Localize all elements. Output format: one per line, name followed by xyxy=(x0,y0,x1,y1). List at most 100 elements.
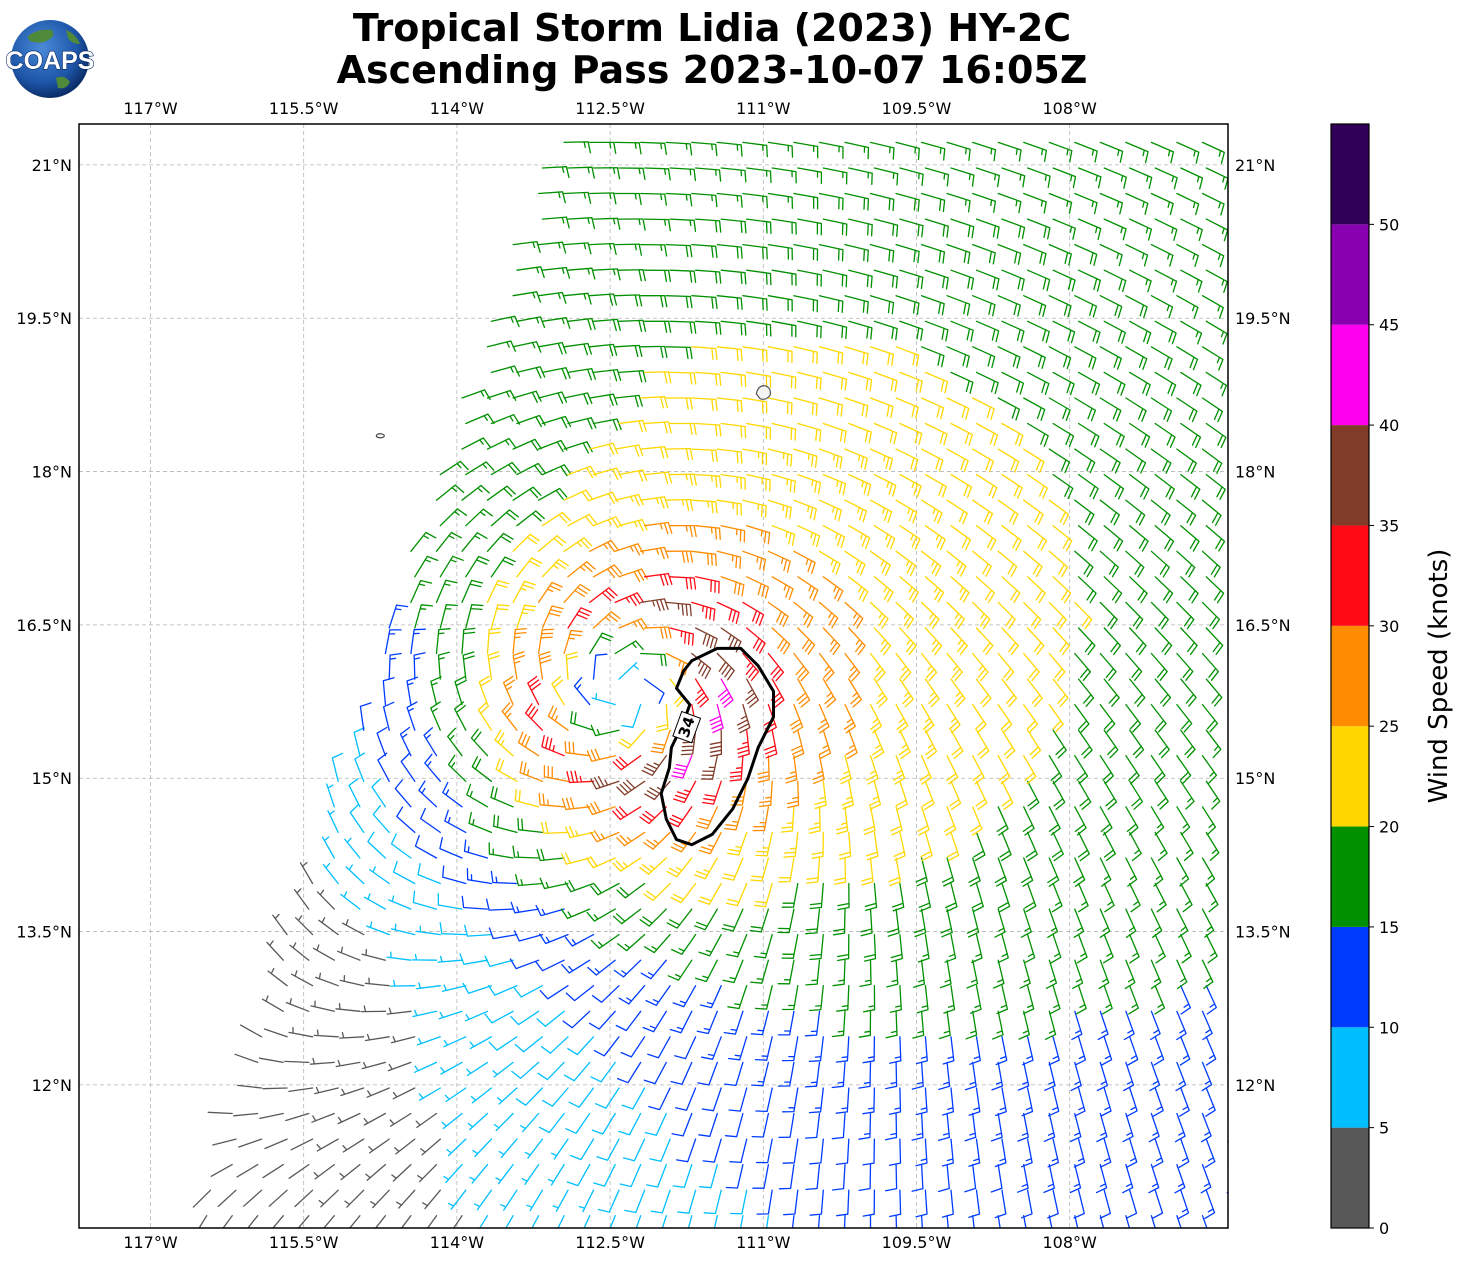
wind-barb xyxy=(822,678,837,708)
wind-barb xyxy=(889,1189,902,1218)
wind-barb xyxy=(1048,755,1063,785)
wind-barb xyxy=(1026,371,1050,395)
wind-barb xyxy=(1023,295,1047,318)
wind-barb xyxy=(565,651,579,680)
wind-barb xyxy=(797,627,816,655)
wind-barb xyxy=(1125,397,1147,422)
wind-barb xyxy=(1178,1138,1190,1168)
wind-barb xyxy=(942,1087,955,1116)
wind-barb xyxy=(667,806,693,828)
wind-barb xyxy=(547,1163,565,1186)
wind-barb xyxy=(720,576,745,597)
wind-barb xyxy=(924,371,949,394)
wind-barb xyxy=(720,167,747,183)
wind-barb xyxy=(767,141,794,158)
wind-barb xyxy=(1125,601,1144,630)
wind-barb xyxy=(742,550,767,572)
wind-barb xyxy=(831,1163,846,1191)
wind-barb xyxy=(746,576,770,599)
wind-barb xyxy=(893,755,906,785)
wind-barb xyxy=(669,1010,693,1034)
colorbar-segment xyxy=(1331,324,1369,426)
wind-barb xyxy=(1201,141,1225,164)
wind-barb xyxy=(805,959,821,986)
wind-barb xyxy=(793,192,819,210)
wind-barb xyxy=(564,880,595,893)
wind-barb xyxy=(1074,1036,1087,1066)
wind-barb xyxy=(895,703,909,734)
wind-barb xyxy=(639,857,667,875)
wind-barb xyxy=(198,1215,208,1228)
wind-barb xyxy=(512,627,528,655)
wind-barb xyxy=(1026,576,1046,604)
wind-barb xyxy=(474,1189,493,1211)
wind-barb xyxy=(1103,729,1119,759)
wind-barb xyxy=(746,167,772,183)
wind-barb xyxy=(1227,806,1228,808)
wind-barb xyxy=(915,857,928,887)
wind-barb xyxy=(1052,729,1067,759)
wind-barb xyxy=(1205,780,1221,810)
wind-barb xyxy=(886,959,899,988)
wind-barb xyxy=(1026,525,1048,552)
wind-barb xyxy=(422,1189,441,1210)
wind-barb xyxy=(946,192,971,213)
wind-barb xyxy=(862,1087,876,1115)
wind-barb xyxy=(831,1010,846,1038)
wind-barb xyxy=(1153,1036,1165,1066)
wind-barb xyxy=(487,651,500,680)
wind-barb xyxy=(561,959,591,974)
wind-barb xyxy=(946,499,968,525)
wind-barb xyxy=(511,1061,540,1079)
wind-barb xyxy=(895,448,919,472)
wind-barb xyxy=(1023,703,1039,733)
wind-barb xyxy=(1180,780,1195,810)
wind-barb xyxy=(991,1061,1004,1091)
wind-barb xyxy=(698,1112,718,1137)
wind-barb xyxy=(1077,218,1102,241)
wind-barb xyxy=(1052,473,1074,500)
wind-barb xyxy=(675,1138,697,1163)
wind-barb xyxy=(586,856,616,869)
wind-barb xyxy=(1180,525,1200,552)
wind-barb xyxy=(1205,1087,1216,1117)
wind-barb xyxy=(515,1087,544,1106)
wind-barb xyxy=(1125,908,1137,938)
wind-barb xyxy=(844,499,868,523)
wind-barb xyxy=(950,269,975,291)
wind-barb xyxy=(1129,371,1151,396)
wind-barb xyxy=(1174,1163,1186,1194)
wind-barb xyxy=(1129,729,1145,759)
wind-barb xyxy=(394,1138,416,1155)
wind-barb xyxy=(1150,755,1166,785)
wind-barb xyxy=(818,550,841,575)
wind-barb xyxy=(873,320,898,341)
wind-barb xyxy=(938,1010,951,1040)
wind-barb xyxy=(997,397,1021,421)
wind-barb xyxy=(1077,576,1097,604)
wind-barb xyxy=(594,1087,620,1109)
wind-barb xyxy=(418,780,438,808)
wind-barb xyxy=(331,752,344,782)
wind-barb xyxy=(742,448,768,466)
wind-barb xyxy=(666,857,693,878)
wind-barb xyxy=(805,908,821,935)
wind-barb xyxy=(617,933,646,952)
wind-barb xyxy=(639,806,667,825)
wind-barb xyxy=(400,752,416,782)
wind-barb xyxy=(889,1036,902,1064)
wind-barb xyxy=(392,860,416,885)
wind-barb xyxy=(1020,1189,1033,1219)
wind-barb xyxy=(1205,473,1226,500)
wind-barb xyxy=(444,1087,467,1103)
wind-barb xyxy=(920,652,938,682)
wind-barb xyxy=(843,703,856,734)
wind-barb xyxy=(312,944,335,961)
wind-barb xyxy=(915,1189,928,1218)
wind-barb xyxy=(700,755,718,780)
wind-barb xyxy=(872,729,885,760)
wind-barb xyxy=(390,833,412,859)
wind-barb xyxy=(396,806,416,834)
wind-barb xyxy=(586,748,616,762)
wind-barb xyxy=(614,592,645,607)
